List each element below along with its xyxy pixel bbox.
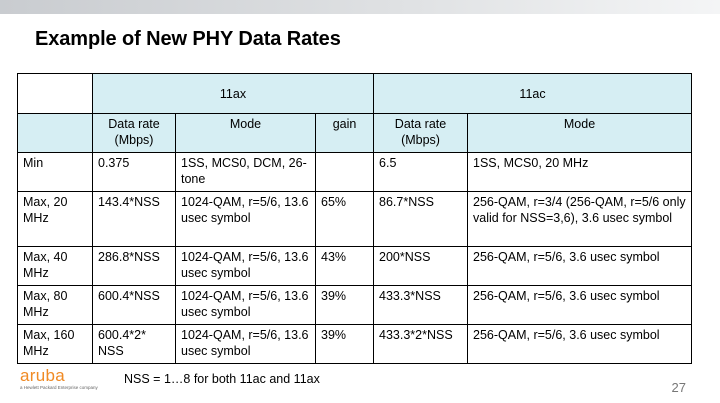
table-row: Min 0.375 1SS, MCS0, DCM, 26-tone 6.5 1S… xyxy=(17,152,693,192)
row-label: Max, 40 MHz xyxy=(17,246,93,286)
11ac-data-rate-cell: 86.7*NSS xyxy=(373,191,469,247)
header-11ac-data-rate: Data rate (Mbps) xyxy=(373,113,469,153)
header-11ac-mode: Mode xyxy=(467,113,693,153)
gain-cell: 65% xyxy=(314,191,375,247)
11ax-data-rate-cell: 286.8*NSS xyxy=(92,246,176,286)
11ax-mode-cell: 1024-QAM, r=5/6, 13.6 usec symbol xyxy=(175,285,316,325)
table-row: Max, 40 MHz 286.8*NSS 1024-QAM, r=5/6, 1… xyxy=(17,246,693,286)
table-row: Max, 20 MHz 143.4*NSS 1024-QAM, r=5/6, 1… xyxy=(17,191,693,247)
row-label: Max, 160 MHz xyxy=(17,324,93,364)
11ax-data-rate-cell: 600.4*2* NSS xyxy=(92,324,176,364)
11ax-mode-cell: 1SS, MCS0, DCM, 26-tone xyxy=(175,152,316,192)
11ax-mode-cell: 1024-QAM, r=5/6, 13.6 usec symbol xyxy=(175,324,316,364)
top-decorative-band xyxy=(0,0,720,14)
gain-cell xyxy=(314,152,375,192)
header-11ax-mode: Mode xyxy=(175,113,316,153)
11ac-mode-cell: 256-QAM, r=5/6, 3.6 usec symbol xyxy=(467,246,693,286)
header-11ax-data-rate: Data rate (Mbps) xyxy=(92,113,176,153)
footnote: NSS = 1…8 for both 11ac and 11ax xyxy=(124,372,320,386)
11ax-mode-cell: 1024-QAM, r=5/6, 13.6 usec symbol xyxy=(175,246,316,286)
gain-cell: 43% xyxy=(314,246,375,286)
gain-cell: 39% xyxy=(314,285,375,325)
corner-cell xyxy=(17,73,93,114)
blank-header-cell xyxy=(17,113,93,153)
row-label: Max, 20 MHz xyxy=(17,191,93,247)
group-header-row: 11ax 11ac xyxy=(17,73,693,114)
gain-cell: 39% xyxy=(314,324,375,364)
phy-rates-table: 11ax 11ac Data rate (Mbps) Mode gain Dat… xyxy=(17,73,693,364)
logo-wordmark: aruba xyxy=(20,366,65,385)
table-row: Max, 80 MHz 600.4*NSS 1024-QAM, r=5/6, 1… xyxy=(17,285,693,325)
11ax-data-rate-cell: 143.4*NSS xyxy=(92,191,176,247)
row-label: Min xyxy=(17,152,93,192)
11ax-mode-cell: 1024-QAM, r=5/6, 13.6 usec symbol xyxy=(175,191,316,247)
aruba-logo: aruba a Hewlett Packard Enterprise compa… xyxy=(20,367,100,399)
11ac-mode-cell: 256-QAM, r=3/4 (256-QAM, r=5/6 only vali… xyxy=(467,191,693,247)
slide-title: Example of New PHY Data Rates xyxy=(35,28,341,50)
table-row: Max, 160 MHz 600.4*2* NSS 1024-QAM, r=5/… xyxy=(17,324,693,364)
row-label: Max, 80 MHz xyxy=(17,285,93,325)
11ac-data-rate-cell: 433.3*2*NSS xyxy=(373,324,469,364)
group-header-11ax: 11ax xyxy=(91,73,375,114)
11ac-data-rate-cell: 433.3*NSS xyxy=(373,285,469,325)
11ax-data-rate-cell: 0.375 xyxy=(92,152,176,192)
11ac-mode-cell: 1SS, MCS0, 20 MHz xyxy=(467,152,693,192)
11ac-data-rate-cell: 6.5 xyxy=(373,152,469,192)
logo-tagline: a Hewlett Packard Enterprise company xyxy=(20,385,98,390)
11ax-data-rate-cell: 600.4*NSS xyxy=(92,285,176,325)
header-11ax-gain: gain xyxy=(314,113,375,153)
group-header-11ac: 11ac xyxy=(373,73,693,114)
page-number: 27 xyxy=(671,380,686,395)
11ac-data-rate-cell: 200*NSS xyxy=(373,246,469,286)
sub-header-row: Data rate (Mbps) Mode gain Data rate (Mb… xyxy=(17,113,693,153)
11ac-mode-cell: 256-QAM, r=5/6, 3.6 usec symbol xyxy=(467,324,693,364)
11ac-mode-cell: 256-QAM, r=5/6, 3.6 usec symbol xyxy=(467,285,693,325)
